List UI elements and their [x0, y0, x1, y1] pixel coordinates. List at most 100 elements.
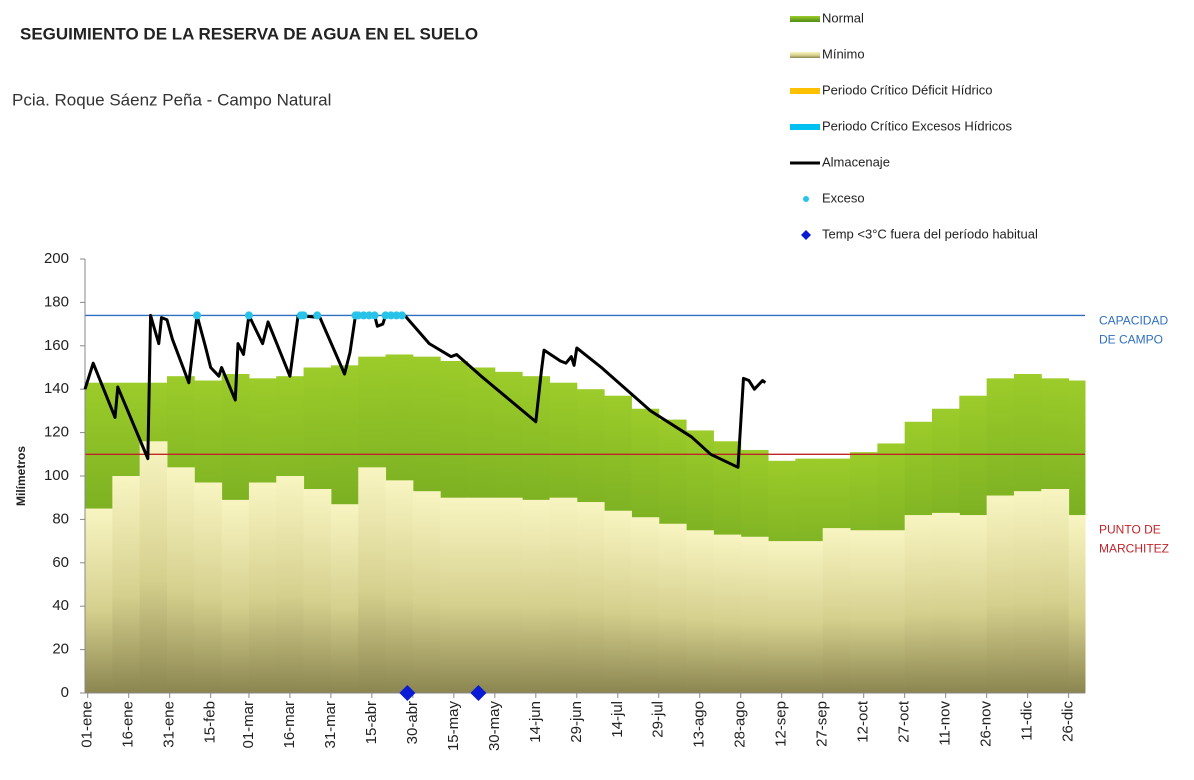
x-tick-label: 31-mar: [322, 701, 339, 749]
band-step: [604, 510, 632, 693]
x-tick-label: 30-abr: [404, 701, 421, 744]
reference-label: CAPACIDAD: [1099, 314, 1168, 328]
x-tick-label: 12-sep: [773, 701, 790, 747]
chart-subtitle: Pcia. Roque Sáenz Peña - Campo Natural: [12, 90, 331, 109]
x-tick-label: 01-mar: [240, 701, 257, 749]
band-step: [576, 502, 605, 693]
band-step: [631, 517, 660, 693]
y-tick-label: 20: [52, 641, 69, 658]
x-tick-label: 30-may: [486, 701, 503, 752]
point: [381, 311, 390, 320]
x-tick-label: 15-abr: [363, 701, 380, 744]
y-tick-label: 40: [52, 597, 69, 614]
legend-item: Mínimo: [790, 46, 865, 61]
legend-swatch: [803, 196, 809, 202]
band-step: [194, 482, 223, 693]
x-tick-label: 16-mar: [281, 701, 298, 749]
y-axis-label: Milímetros: [14, 446, 28, 506]
x-tick-label: 31-ene: [161, 701, 178, 748]
y-tick-label: 200: [44, 250, 69, 267]
band-step: [358, 467, 387, 693]
band-step: [768, 541, 796, 693]
y-tick-label: 60: [52, 554, 69, 571]
band-step: [112, 476, 141, 693]
band-step: [467, 497, 496, 693]
band-step: [959, 515, 988, 693]
y-tick-label: 120: [44, 424, 69, 441]
point: [365, 311, 374, 320]
reference-label: DE CAMPO: [1099, 333, 1163, 347]
legend-label: Periodo Crítico Déficit Hídrico: [822, 82, 993, 97]
band-step: [440, 497, 469, 693]
legend-label: Periodo Crítico Excesos Hídricos: [822, 118, 1013, 133]
band-step: [330, 504, 359, 693]
legend-item: Periodo Crítico Excesos Hídricos: [790, 118, 1013, 133]
legend-item: Exceso: [803, 190, 865, 205]
band-step: [385, 480, 414, 693]
x-tick-label: 27-sep: [814, 701, 831, 747]
point: [392, 311, 401, 320]
band-step: [139, 441, 168, 693]
band-step: [877, 530, 906, 693]
point: [397, 311, 406, 320]
band-step: [986, 495, 1015, 693]
x-tick-label: 27-oct: [896, 700, 913, 743]
band-step: [931, 512, 960, 693]
legend-swatch: [790, 124, 820, 130]
band-step: [549, 497, 578, 693]
y-tick-label: 100: [44, 467, 69, 484]
band-step: [795, 541, 824, 693]
band-step: [276, 476, 305, 693]
band-step: [658, 523, 687, 693]
y-tick-label: 0: [61, 684, 69, 701]
x-tick-label: 26-nov: [978, 701, 995, 747]
x-tick-label: 15-feb: [202, 701, 219, 744]
band-step: [248, 482, 277, 693]
legend-label: Exceso: [822, 190, 865, 205]
band-step: [412, 491, 441, 693]
legend-swatch: [790, 52, 820, 58]
y-tick-label: 180: [44, 293, 69, 310]
band-step: [221, 499, 250, 693]
x-tick-label: 14-jun: [527, 701, 544, 743]
band-step: [1041, 489, 1070, 693]
x-tick-label: 11-nov: [937, 701, 954, 746]
legend-item: Almacenaje: [790, 154, 890, 169]
legend-swatch: [790, 88, 820, 94]
point: [313, 311, 322, 320]
x-tick-label: 11-dic: [1019, 701, 1036, 741]
x-tick-label: 01-ene: [79, 701, 96, 748]
legend-item: Temp <3°C fuera del período habitual: [801, 226, 1038, 241]
x-tick-label: 16-ene: [120, 701, 137, 748]
y-tick-label: 160: [44, 337, 69, 354]
point: [354, 311, 363, 320]
band-step: [85, 508, 113, 693]
legend-swatch: [801, 230, 811, 240]
x-tick-label: 26-dic: [1060, 701, 1077, 742]
legend-label: Mínimo: [822, 46, 865, 61]
x-tick-label: 29-jul: [650, 701, 667, 738]
x-tick-label: 29-jun: [568, 701, 585, 743]
legend-item: Periodo Crítico Déficit Hídrico: [790, 82, 993, 97]
plot-area: [85, 354, 1086, 693]
y-tick-label: 140: [44, 380, 69, 397]
band-step: [822, 528, 851, 693]
x-tick-label: 14-jul: [609, 701, 626, 738]
band-step: [166, 467, 195, 693]
band-step: [1068, 515, 1086, 693]
legend-label: Temp <3°C fuera del período habitual: [822, 226, 1038, 241]
band-step: [740, 536, 769, 693]
legend-item: Normal: [790, 10, 864, 25]
point: [193, 311, 202, 320]
point: [244, 311, 253, 320]
x-tick-label: 28-ago: [732, 701, 749, 748]
y-tick-label: 80: [52, 510, 69, 527]
band-step: [522, 499, 550, 693]
band-step: [1013, 491, 1042, 693]
point: [299, 311, 308, 320]
reference-label: PUNTO DE: [1099, 522, 1161, 536]
reference-label: MARCHITEZ: [1099, 541, 1169, 555]
point: [370, 311, 379, 320]
point: [387, 311, 396, 320]
x-tick-label: 12-oct: [855, 700, 872, 743]
